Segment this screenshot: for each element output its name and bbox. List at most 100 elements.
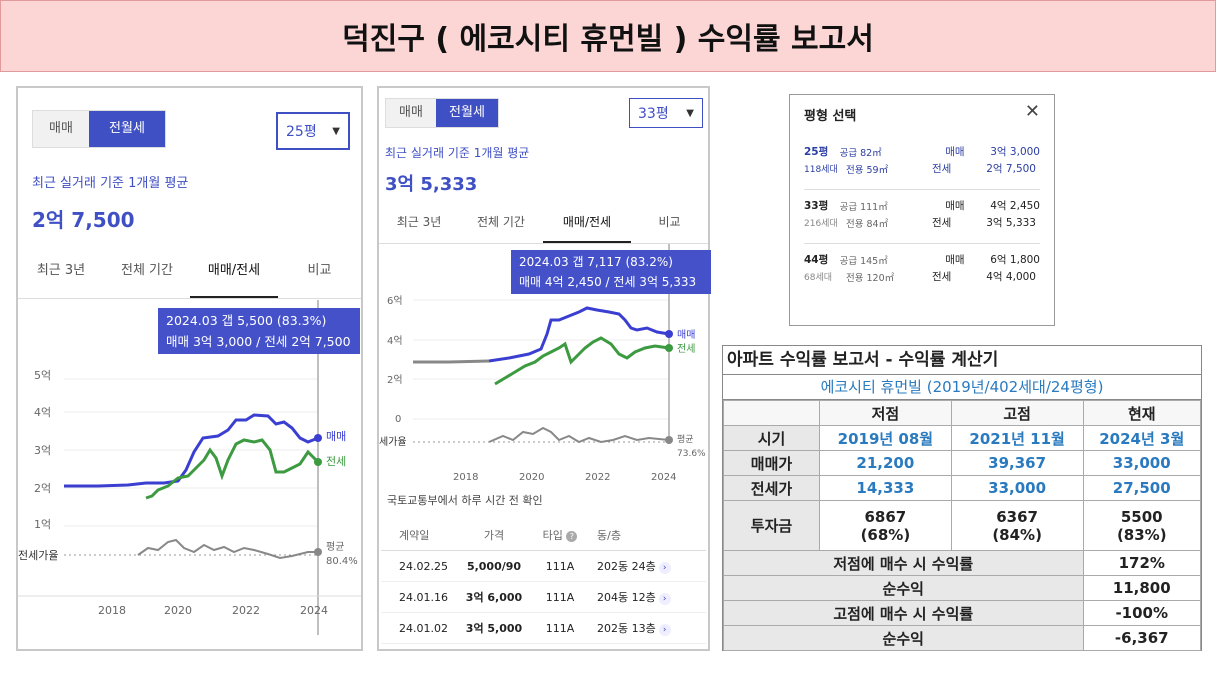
size-sale: 4억 2,450 <box>990 200 1040 212</box>
summary-row: 고점에 매수 시 수익률 -100% <box>723 600 1201 626</box>
chevron-right-icon[interactable]: › <box>658 624 671 636</box>
jeonse-line <box>494 336 670 386</box>
size-py: 25평 <box>804 146 829 158</box>
cell-price: 3억 5,000 <box>465 622 523 635</box>
toggle-rent[interactable]: 전월세 <box>436 99 498 127</box>
tooltip-prices: 매매 4억 2,450 / 전세 3억 5,333 <box>519 275 697 289</box>
table-row[interactable]: 24.02.25 5,000/90 111A 202동 24층 › <box>381 551 706 582</box>
tab-sale-jeonse[interactable]: 매매/전세 <box>543 212 631 243</box>
row-label: 시기 <box>723 425 820 451</box>
avg-value: 80.4% <box>326 556 358 567</box>
table-row[interactable]: 24.01.02 3억 5,000 111A 202동 13층 › <box>381 613 706 644</box>
size-exclusive: 전용 59㎡ <box>846 164 889 176</box>
size-jeonse-label: 전세 <box>932 163 952 175</box>
table-row[interactable]: 24.01.16 3억 6,000 111A 204동 12층 › <box>381 582 706 613</box>
cell-type: 111A <box>545 559 575 573</box>
summary-label: 고점에 매수 시 수익률 <box>723 600 1084 626</box>
y-label: 4억 <box>387 335 403 347</box>
size-supply: 공급 82㎡ <box>839 147 882 159</box>
cell-dong: 204동 12층 › <box>591 589 706 605</box>
size-option-25[interactable]: 25평 공급 82㎡ 매매 3억 3,000 118세대 전용 59㎡ 전세 2억 7,50… <box>804 143 1040 177</box>
row-jeonse: 전세가 14,333 33,000 27,500 <box>723 475 1201 501</box>
size-sale-label: 매매 <box>945 254 965 266</box>
invest-amount: 5500 <box>1120 507 1163 526</box>
cell-value: 14,333 <box>819 475 952 501</box>
price-panel-33: 매매 전월세 33평 ▼ 최근 실거래 기준 1개월 평균 3억 5,333 최… <box>377 86 711 651</box>
col-price: 가격 <box>483 529 505 542</box>
size-sale-label: 매매 <box>945 200 965 212</box>
caret-down-icon: ▼ <box>686 107 694 119</box>
cell-dong: 202동 24층 › <box>591 558 706 574</box>
row-label: 전세가 <box>723 475 820 501</box>
size-select-value: 33평 <box>638 106 669 122</box>
trade-type-toggle[interactable]: 매매 전월세 <box>32 110 166 148</box>
y-label: 1억 <box>34 518 51 531</box>
empty-cell <box>723 400 820 426</box>
tab-all-period[interactable]: 전체 기간 <box>477 215 525 229</box>
avg-subtitle: 최근 실거래 기준 1개월 평균 <box>32 176 189 191</box>
invest-pct: (68%) <box>860 525 911 544</box>
cell-value: 2021년 11월 <box>950 425 1084 451</box>
avg-label: 평균 <box>326 541 344 553</box>
tab-recent-3y[interactable]: 최근 3년 <box>36 263 86 278</box>
calc-table: 저점 고점 현재 시기 2019년 08월 2021년 11월 2024년 3월… <box>723 400 1201 651</box>
ratio-label: 전세가율 <box>18 549 58 562</box>
toggle-sale[interactable]: 매매 <box>49 121 73 136</box>
size-py: 33평 <box>804 200 829 212</box>
chevron-right-icon[interactable]: › <box>658 593 671 605</box>
cell-value: 27,500 <box>1082 475 1201 501</box>
tab-all-period[interactable]: 전체 기간 <box>121 263 173 278</box>
size-select[interactable]: 33평 ▼ <box>629 98 703 128</box>
cell-type: 111A <box>545 590 575 604</box>
size-supply: 공급 145㎡ <box>839 255 888 267</box>
trade-type-toggle[interactable]: 매매 전월세 <box>385 98 499 128</box>
size-option-44[interactable]: 44평 공급 145㎡ 매매 6억 1,800 68세대 전용 120㎡ 전세 4억 4,0… <box>804 251 1040 285</box>
toggle-sale[interactable]: 매매 <box>399 105 423 120</box>
size-sale: 3억 3,000 <box>990 146 1040 158</box>
tab-compare[interactable]: 비교 <box>307 263 332 278</box>
summary-row: 순수익 -6,367 <box>723 625 1201 651</box>
size-option-33[interactable]: 33평 공급 111㎡ 매매 4억 2,450 216세대 전용 84㎡ 전세 3억 5,3… <box>804 197 1040 231</box>
tab-compare[interactable]: 비교 <box>658 215 681 229</box>
cell-dong-text: 202동 13층 <box>597 622 656 635</box>
price-chart[interactable]: 5억 4억 3억 2억 1억 매매 전세 전세가율 평균 80.4% 2018 … <box>18 300 361 635</box>
cell-date: 24.01.02 <box>399 621 448 635</box>
tab-sale-jeonse[interactable]: 매매/전세 <box>190 256 278 298</box>
calc-title: 아파트 수익률 보고서 - 수익률 계산기 <box>723 346 1201 375</box>
y-label: 3억 <box>34 444 51 457</box>
cell-dong-text: 202동 24층 <box>597 560 656 573</box>
cell-price: 5,000/90 <box>466 559 522 573</box>
jeonse-line <box>145 438 320 500</box>
ratio-line <box>137 538 318 560</box>
size-jeonse-label: 전세 <box>932 271 952 283</box>
size-select[interactable]: 25평 ▼ <box>276 112 350 150</box>
ratio-marker <box>314 548 322 556</box>
cell-price: 3억 6,000 <box>465 591 523 604</box>
legend-sale: 매매 <box>326 430 346 443</box>
cell-value: 2019년 08월 <box>819 425 952 451</box>
sale-line <box>64 413 319 488</box>
help-icon[interactable]: ? <box>566 531 578 542</box>
header-current: 현재 <box>1082 400 1201 426</box>
divider <box>804 243 1040 244</box>
ratio-marker <box>665 436 673 444</box>
legend-jeonse: 전세 <box>677 343 695 355</box>
sale-line <box>413 359 490 364</box>
y-label: 2억 <box>387 374 403 386</box>
tab-recent-3y[interactable]: 최근 3년 <box>396 215 442 229</box>
toggle-rent[interactable]: 전월세 <box>89 111 165 147</box>
row-sale: 매매가 21,200 39,367 33,000 <box>723 450 1201 476</box>
divider <box>18 298 361 299</box>
data-source-note: 국토교통부에서 하루 시간 전 확인 <box>387 494 543 507</box>
y-label: 6억 <box>387 295 403 307</box>
price-panel-25: 매매 전월세 25평 ▼ 최근 실거래 기준 1개월 평균 2억 7,500 최… <box>16 86 363 651</box>
cell-type: 111A <box>545 621 575 635</box>
x-label: 2024 <box>300 604 328 617</box>
header-low: 저점 <box>819 400 952 426</box>
y-label: 4억 <box>34 406 51 419</box>
close-icon[interactable]: ✕ <box>1024 101 1040 122</box>
size-jeonse: 3억 5,333 <box>986 217 1036 229</box>
size-count: 216세대 <box>804 219 838 229</box>
dialog-title: 평형 선택 <box>804 109 857 124</box>
chevron-right-icon[interactable]: › <box>658 562 671 574</box>
